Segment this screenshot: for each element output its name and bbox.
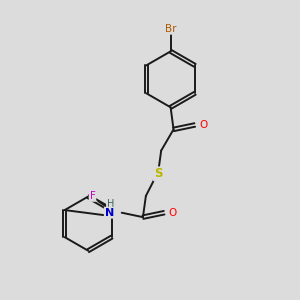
Text: O: O [168, 208, 176, 218]
Text: Br: Br [165, 24, 176, 34]
Text: O: O [199, 120, 207, 130]
Text: S: S [154, 167, 163, 180]
Text: N: N [105, 208, 114, 218]
Text: H: H [107, 200, 114, 209]
Text: F: F [89, 191, 95, 201]
